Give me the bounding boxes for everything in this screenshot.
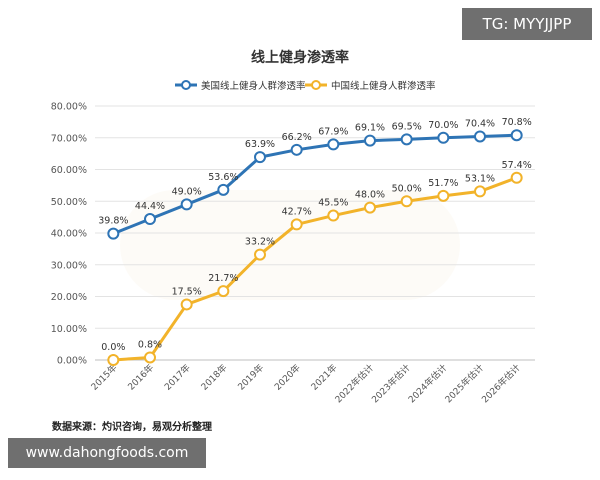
data-point [144, 213, 156, 226]
data-label: 70.0% [428, 120, 458, 131]
data-point [437, 189, 450, 202]
chart-title: 线上健身渗透率 [251, 49, 349, 66]
gridlines [95, 105, 535, 361]
legend-item-cn: 中国线上健身人群渗透率 [305, 80, 436, 92]
watermark-tag: TG: MYYJJPP [462, 8, 592, 40]
data-label: 21.7% [208, 273, 238, 284]
data-label: 33.2% [245, 237, 275, 248]
x-tick-label: 2016年 [125, 362, 156, 393]
data-point [254, 248, 266, 261]
data-label: 49.0% [172, 186, 202, 197]
data-point [474, 185, 486, 198]
legend-label-us: 美国线上健身人群渗透率 [201, 80, 306, 92]
y-tick-label: 20.00% [51, 292, 87, 303]
data-point [510, 171, 523, 184]
x-axis: 2015年 2016年 2017年 2018年 2019年 2020年 2021年2022年… [88, 362, 522, 406]
data-labels: 39.8% 44.4% 49.0% 53.6% 63.9% 66.2% 67.9% 69.1%… [98, 117, 532, 353]
data-point [327, 209, 340, 222]
data-point [474, 130, 486, 143]
data-label: 50.0% [392, 183, 422, 194]
data-point [510, 129, 523, 142]
data-point [290, 218, 303, 231]
data-label: 51.7% [428, 178, 458, 189]
data-label: 53.1% [465, 173, 495, 184]
data-label: 57.4% [502, 160, 532, 171]
data-point [217, 183, 230, 196]
legend: 美国线上健身人群渗透率 中国线上健身人群渗透率 [175, 80, 436, 92]
legend-label-cn: 中国线上健身人群渗透率 [331, 80, 436, 92]
data-label: 63.9% [245, 139, 275, 150]
x-tick-label: 2017年 [162, 362, 193, 393]
data-point [327, 138, 340, 151]
data-point [364, 134, 376, 147]
data-label: 48.0% [355, 190, 385, 201]
data-label: 69.1% [355, 123, 385, 134]
x-tick-label: 2026年估计 [479, 362, 523, 406]
source-note: 数据来源：灼识咨询，易观分析整理 [52, 422, 212, 433]
data-point [217, 285, 230, 298]
data-label: 17.5% [172, 286, 202, 297]
data-label: 67.9% [318, 126, 348, 137]
x-tick-label: 2018年 [198, 362, 229, 393]
data-point [107, 354, 120, 366]
y-tick-label: 60.00% [51, 165, 87, 176]
legend-marker-cn [311, 80, 321, 90]
x-tick-label: 2015年 [88, 362, 119, 393]
data-point [107, 227, 120, 240]
data-point [180, 198, 193, 211]
x-tick-label: 2020年 [272, 362, 303, 393]
data-label: 0.8% [138, 339, 162, 350]
y-tick-label: 40.00% [51, 229, 87, 240]
legend-marker-us [181, 80, 191, 90]
data-label: 70.8% [502, 117, 532, 128]
y-tick-label: 80.00% [51, 102, 87, 113]
data-label: 69.5% [392, 121, 422, 132]
legend-item-us: 美国线上健身人群渗透率 [175, 80, 306, 92]
data-label: 44.4% [135, 201, 165, 212]
data-label: 39.8% [98, 216, 128, 227]
series-line-1 [113, 176, 518, 362]
data-point [254, 151, 266, 164]
y-tick-label: 10.00% [51, 324, 87, 335]
data-point [437, 131, 450, 144]
data-label: 53.6% [208, 172, 238, 183]
data-label: 66.2% [282, 132, 312, 143]
series-line-0 [112, 133, 517, 236]
y-tick-label: 50.00% [51, 197, 87, 208]
y-tick-label: 70.00% [51, 133, 87, 144]
data-label: 0.0% [101, 342, 125, 353]
data-point [144, 351, 156, 364]
x-tick-label: 2019年 [235, 362, 266, 393]
y-axis: 0.00% 10.00% 20.00% 30.00% 40.00% 50.00% 60.00… [51, 102, 87, 367]
y-tick-label: 30.00% [51, 260, 87, 271]
data-point [180, 298, 193, 311]
data-point [400, 195, 413, 208]
y-tick-label: 0.00% [57, 356, 87, 367]
watermark-url: www.dahongfoods.com [8, 438, 206, 468]
data-label: 70.4% [465, 118, 495, 129]
data-point [400, 133, 413, 146]
data-label: 42.7% [282, 206, 312, 217]
x-tick-label: 2021年 [308, 362, 339, 393]
data-point [364, 201, 376, 214]
series-layer [107, 129, 523, 366]
data-point [290, 143, 303, 156]
data-label: 45.5% [318, 198, 348, 209]
